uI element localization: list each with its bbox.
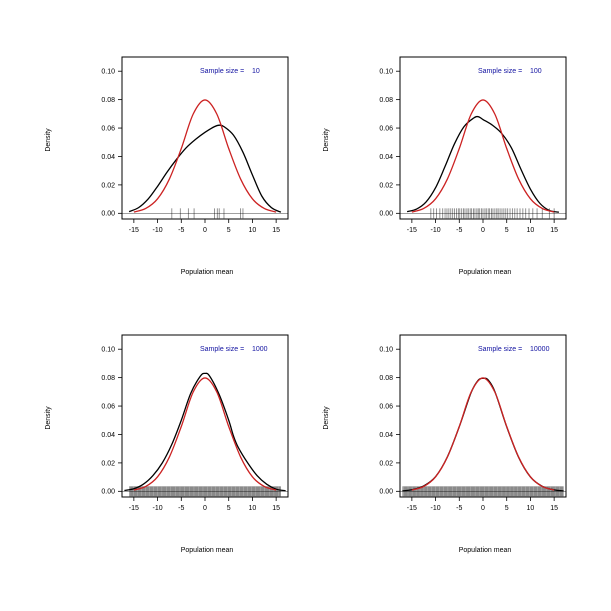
x-tick-label: 0 bbox=[203, 227, 207, 234]
x-tick-label: 15 bbox=[272, 505, 280, 512]
y-tick-label: 0.00 bbox=[101, 489, 115, 496]
x-axis-title: Population mean bbox=[181, 269, 234, 276]
y-tick-label: 0.04 bbox=[101, 432, 115, 439]
x-tick-label: 5 bbox=[227, 505, 231, 512]
y-axis-title: Density bbox=[45, 406, 52, 430]
x-tick-label: -15 bbox=[407, 505, 417, 512]
x-axis-title: Population mean bbox=[459, 269, 512, 276]
x-tick-label: 15 bbox=[550, 227, 558, 234]
x-tick-label: 15 bbox=[550, 505, 558, 512]
x-tick-label: -15 bbox=[129, 505, 139, 512]
y-tick-label: 0.00 bbox=[379, 211, 393, 218]
x-tick-label: -10 bbox=[431, 505, 441, 512]
plot-frame bbox=[121, 334, 289, 498]
sample-size-label: Sample size = bbox=[200, 346, 244, 353]
y-tick-label: 0.06 bbox=[101, 125, 115, 132]
theoretical-density-line bbox=[411, 99, 555, 213]
x-tick-label: 5 bbox=[505, 505, 509, 512]
sample-size-label: Sample size = bbox=[478, 68, 522, 75]
y-tick-label: 0.08 bbox=[101, 97, 115, 104]
density-panel-1: 0.00 0.02 0.04 0.06 0.08 0.10 -15 -10 -5 0 5 10 15 Po… bbox=[45, 56, 289, 276]
y-tick-label: 0.08 bbox=[379, 375, 393, 382]
x-tick-label: -10 bbox=[431, 227, 441, 234]
x-tick-label: -5 bbox=[178, 505, 184, 512]
y-tick-label: 0.04 bbox=[379, 432, 393, 439]
y-tick-label: 0.00 bbox=[101, 211, 115, 218]
x-tick-label: 10 bbox=[249, 505, 257, 512]
x-tick-label: 5 bbox=[505, 227, 509, 234]
y-tick-label: 0.02 bbox=[379, 182, 393, 189]
x-tick-label: -5 bbox=[456, 227, 462, 234]
x-tick-label: -15 bbox=[407, 227, 417, 234]
sample-size-value: 10 bbox=[252, 68, 260, 75]
y-tick-label: 0.00 bbox=[379, 489, 393, 496]
x-tick-label: -5 bbox=[178, 227, 184, 234]
density-curves bbox=[124, 372, 286, 492]
x-tick-label: 0 bbox=[203, 505, 207, 512]
sample-size-label: Sample size = bbox=[200, 68, 244, 75]
x-tick-label: -5 bbox=[456, 505, 462, 512]
plot-frame bbox=[399, 334, 567, 498]
y-tick-label: 0.02 bbox=[101, 182, 115, 189]
sample-size-label: Sample size = bbox=[478, 346, 522, 353]
density-curves bbox=[128, 99, 282, 213]
sample-size-value: 100 bbox=[530, 68, 542, 75]
x-tick-label: 0 bbox=[481, 227, 485, 234]
y-tick-label: 0.10 bbox=[379, 347, 393, 354]
x-axis-title: Population mean bbox=[459, 547, 512, 554]
y-axis-title: Density bbox=[45, 128, 52, 152]
plot-frame bbox=[121, 56, 289, 220]
y-tick-label: 0.06 bbox=[379, 125, 393, 132]
empirical-density-line bbox=[402, 377, 564, 492]
theoretical-density-line bbox=[133, 377, 277, 491]
y-tick-label: 0.08 bbox=[101, 375, 115, 382]
density-curves bbox=[402, 377, 564, 492]
density-curves bbox=[406, 99, 560, 213]
y-tick-label: 0.02 bbox=[379, 460, 393, 467]
density-panel-4: 0.00 0.02 0.04 0.06 0.08 0.10 -15 -10 -5 0 5 10 15 Po… bbox=[323, 334, 567, 554]
x-tick-label: -10 bbox=[153, 505, 163, 512]
y-tick-label: 0.10 bbox=[101, 69, 115, 76]
x-tick-label: -15 bbox=[129, 227, 139, 234]
x-tick-label: 10 bbox=[249, 227, 257, 234]
y-tick-label: 0.10 bbox=[379, 69, 393, 76]
sample-size-value: 10000 bbox=[530, 346, 550, 353]
y-tick-label: 0.08 bbox=[379, 97, 393, 104]
y-tick-label: 0.04 bbox=[101, 154, 115, 161]
x-tick-label: 0 bbox=[481, 505, 485, 512]
empirical-density-line bbox=[124, 372, 286, 492]
y-axis-title: Density bbox=[323, 128, 330, 152]
y-tick-label: 0.02 bbox=[101, 460, 115, 467]
x-tick-label: 15 bbox=[272, 227, 280, 234]
y-tick-label: 0.10 bbox=[101, 347, 115, 354]
density-panel-3: 0.00 0.02 0.04 0.06 0.08 0.10 -15 -10 -5 0 5 10 15 Po… bbox=[45, 334, 289, 554]
empirical-density-line bbox=[128, 124, 282, 213]
x-axis-title: Population mean bbox=[181, 547, 234, 554]
y-tick-label: 0.06 bbox=[101, 403, 115, 410]
x-tick-label: 10 bbox=[527, 505, 535, 512]
y-axis-title: Density bbox=[323, 406, 330, 430]
theoretical-density-line bbox=[133, 99, 277, 213]
x-tick-label: 10 bbox=[527, 227, 535, 234]
sample-size-value: 1000 bbox=[252, 346, 268, 353]
density-panel-2: 0.00 0.02 0.04 0.06 0.08 0.10 -15 -10 -5 0 5 10 15 Po… bbox=[323, 56, 567, 276]
x-tick-label: -10 bbox=[153, 227, 163, 234]
x-tick-label: 5 bbox=[227, 227, 231, 234]
empirical-density-line bbox=[406, 115, 560, 213]
y-tick-label: 0.06 bbox=[379, 403, 393, 410]
plot-frame bbox=[399, 56, 567, 220]
theoretical-density-line bbox=[411, 377, 555, 491]
y-tick-label: 0.04 bbox=[379, 154, 393, 161]
